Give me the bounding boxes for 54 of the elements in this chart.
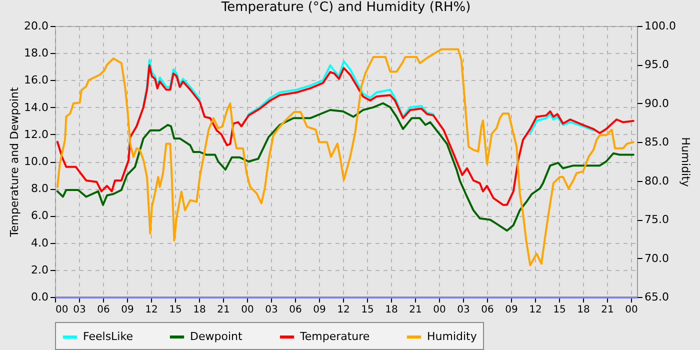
y2-tick-label: 75.0 (644, 213, 669, 226)
y-tick-label: 2.0 (31, 263, 48, 276)
x-tick-label: 03 (73, 304, 86, 316)
x-tick-label: 21 (217, 304, 230, 316)
x-tick-label: 12 (337, 304, 350, 316)
x-tick-label: 03 (457, 304, 470, 316)
y-tick-label: 4.0 (31, 236, 48, 250)
x-tick-label: 09 (313, 304, 326, 316)
y2-tick-label: 85.0 (644, 136, 669, 149)
chart-title: Temperature (°C) and Humidity (RH%) (220, 0, 471, 15)
legend-label: Dewpoint (190, 330, 243, 343)
x-tick-label: 09 (505, 304, 518, 316)
y-tick-label: 20.0 (24, 20, 48, 32)
x-tick-label: 03 (265, 304, 278, 316)
y2-tick-label: 100.0 (644, 20, 676, 32)
y-tick-label: 6.0 (31, 209, 48, 222)
x-tick-label: 00 (625, 304, 638, 316)
x-tick-label: 15 (361, 304, 374, 316)
x-tick-label: 00 (433, 304, 446, 316)
x-tick-label: 06 (97, 304, 110, 316)
x-tick-label: 12 (145, 304, 158, 316)
legend-label: Humidity (427, 330, 478, 343)
y-tick-label: 18.0 (24, 46, 48, 60)
x-tick-label: 21 (601, 304, 614, 316)
x-tick-label: 06 (481, 304, 494, 316)
legend-label: Temperature (299, 330, 370, 343)
y2-tick-label: 90.0 (644, 96, 669, 110)
y2-tick-label: 65.0 (644, 290, 669, 304)
y2-tick-label: 80.0 (644, 174, 669, 188)
x-tick-label: 15 (553, 304, 566, 316)
y2-tick-label: 70.0 (644, 252, 669, 265)
x-tick-label: 18 (385, 304, 398, 316)
y-tick-label: 0.0 (31, 290, 48, 304)
x-tick-label: 15 (169, 304, 182, 316)
y-tick-label: 14.0 (24, 100, 48, 114)
line-series (56, 102, 634, 232)
y-axis-title: Temperature and Dewpoint (8, 86, 22, 238)
y-tick-label: 8.0 (31, 182, 48, 196)
x-tick-label: 06 (289, 304, 302, 316)
y-tick-label: 10.0 (24, 155, 48, 168)
x-tick-label: 00 (241, 304, 254, 316)
x-tick-label: 00 (56, 304, 68, 316)
line-series (56, 48, 634, 266)
legend-label: FeelsLike (83, 330, 134, 343)
line-series (56, 64, 634, 206)
y-tick-label: 12.0 (24, 128, 48, 141)
y-tick-label: 16.0 (24, 74, 48, 87)
y2-tick-label: 95.0 (644, 58, 669, 72)
x-tick-label: 12 (529, 304, 542, 316)
y2-axis-title: Humidity (678, 137, 692, 188)
x-tick-label: 21 (409, 304, 422, 316)
x-tick-label: 09 (121, 304, 134, 316)
x-tick-label: 18 (577, 304, 590, 316)
x-tick-label: 18 (193, 304, 206, 316)
